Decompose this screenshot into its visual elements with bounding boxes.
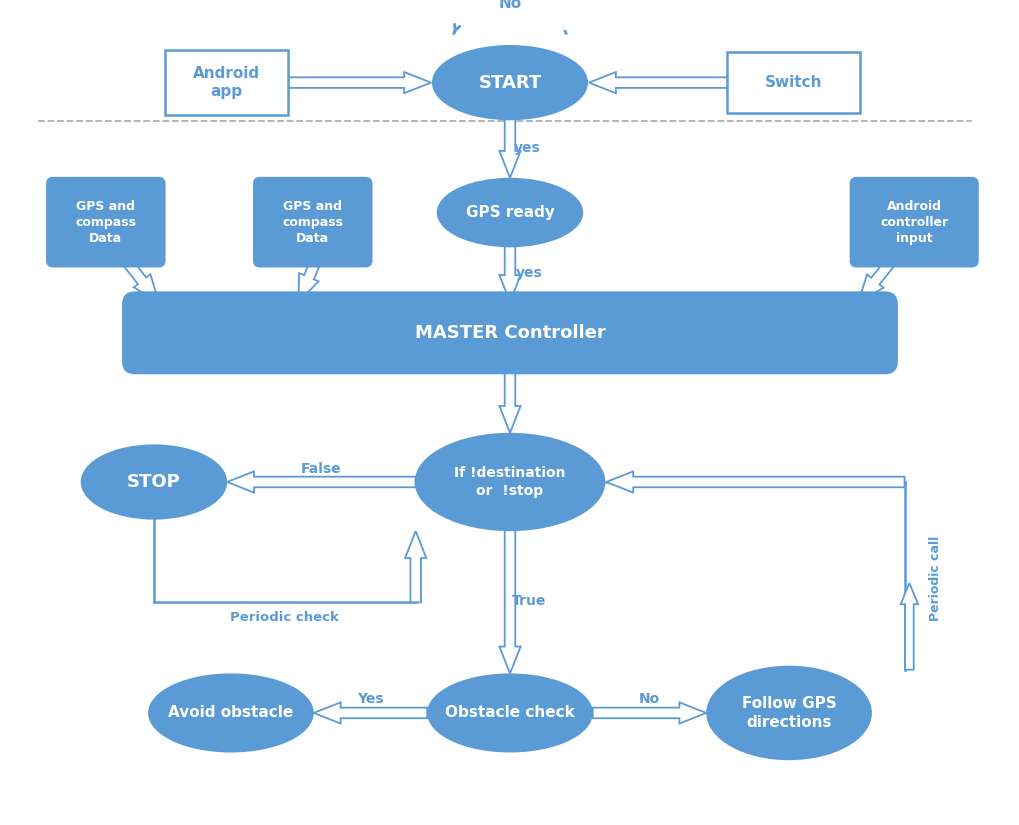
- FancyArrow shape: [499, 361, 520, 433]
- Text: Periodic call: Periodic call: [928, 535, 941, 621]
- Text: False: False: [301, 463, 341, 477]
- FancyArrow shape: [858, 258, 895, 302]
- Text: STOP: STOP: [127, 473, 180, 491]
- Text: yes: yes: [516, 266, 542, 281]
- FancyArrow shape: [298, 260, 320, 302]
- Ellipse shape: [149, 675, 313, 752]
- Text: Android
app: Android app: [193, 66, 260, 99]
- FancyBboxPatch shape: [850, 178, 977, 266]
- Ellipse shape: [437, 179, 582, 246]
- FancyArrow shape: [605, 471, 904, 493]
- FancyArrow shape: [405, 531, 426, 602]
- FancyArrow shape: [499, 530, 520, 673]
- Text: If !destination
or  !stop: If !destination or !stop: [453, 466, 566, 498]
- FancyBboxPatch shape: [254, 178, 371, 266]
- Ellipse shape: [428, 675, 591, 752]
- FancyBboxPatch shape: [727, 52, 859, 113]
- FancyArrow shape: [900, 583, 917, 670]
- Text: START: START: [478, 73, 541, 92]
- FancyArrow shape: [284, 72, 431, 93]
- Ellipse shape: [416, 434, 603, 530]
- FancyBboxPatch shape: [164, 50, 287, 116]
- FancyBboxPatch shape: [47, 178, 164, 266]
- FancyArrow shape: [314, 702, 427, 724]
- Text: GPS ready: GPS ready: [465, 205, 554, 220]
- Text: MASTER Controller: MASTER Controller: [414, 324, 605, 342]
- Text: Android
controller
input: Android controller input: [879, 200, 948, 245]
- Text: Follow GPS
directions: Follow GPS directions: [741, 695, 836, 730]
- Text: Periodic check: Periodic check: [230, 611, 339, 625]
- FancyArrow shape: [227, 471, 416, 493]
- FancyArrow shape: [122, 258, 159, 302]
- Text: Obstacle check: Obstacle check: [444, 705, 575, 720]
- Text: yes: yes: [514, 141, 540, 155]
- Text: Yes: Yes: [357, 691, 383, 705]
- Text: GPS and
compass
Data: GPS and compass Data: [282, 200, 342, 245]
- Ellipse shape: [433, 46, 586, 119]
- Text: Switch: Switch: [764, 75, 822, 90]
- Text: GPS and
compass
Data: GPS and compass Data: [75, 200, 137, 245]
- Text: Avoid obstacle: Avoid obstacle: [168, 705, 293, 720]
- Text: No: No: [498, 0, 521, 12]
- Text: No: No: [638, 691, 659, 705]
- FancyArrow shape: [592, 702, 705, 724]
- FancyArrow shape: [588, 72, 729, 93]
- Ellipse shape: [706, 667, 870, 759]
- Ellipse shape: [82, 446, 226, 519]
- FancyBboxPatch shape: [123, 292, 896, 373]
- Text: True: True: [512, 594, 546, 608]
- FancyArrow shape: [499, 246, 520, 302]
- FancyArrow shape: [499, 119, 520, 178]
